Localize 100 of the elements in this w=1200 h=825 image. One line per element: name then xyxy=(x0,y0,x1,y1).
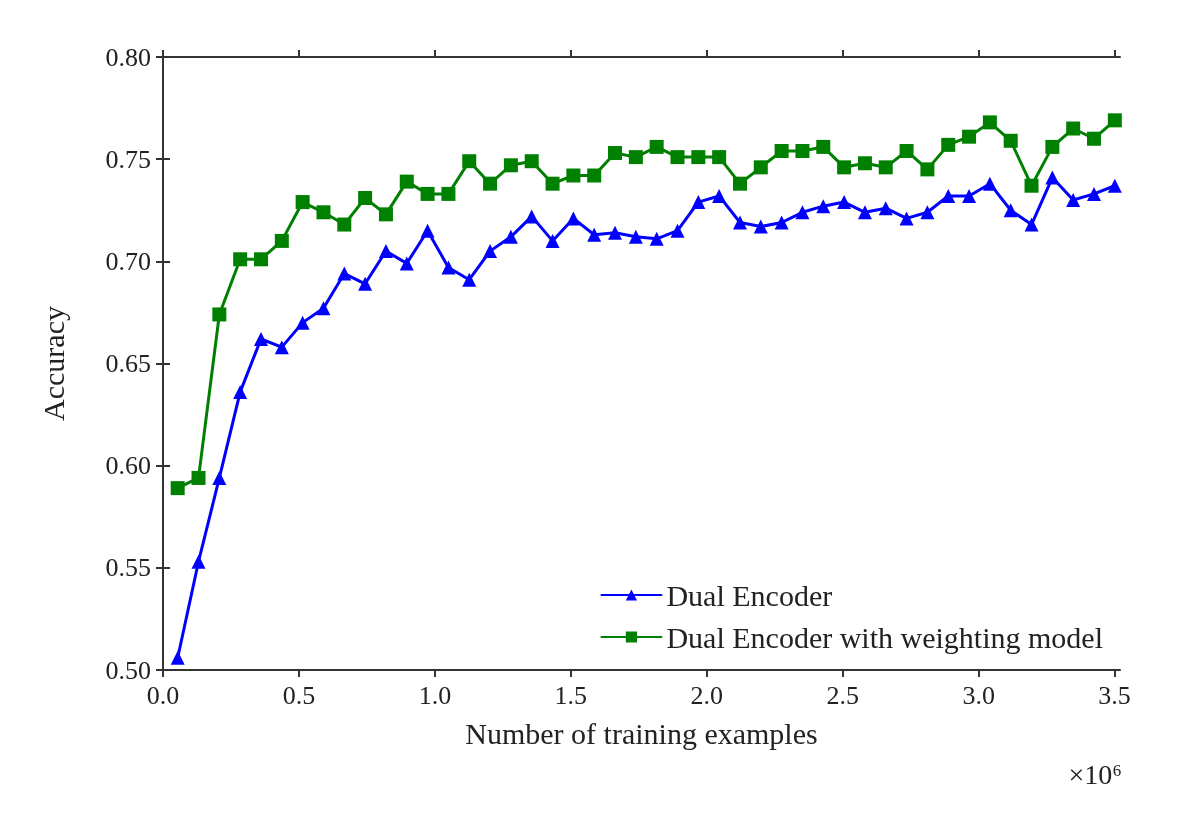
point xyxy=(941,188,956,203)
point xyxy=(399,174,414,189)
point xyxy=(857,205,872,220)
point xyxy=(878,160,893,175)
point xyxy=(691,195,706,210)
point xyxy=(587,227,602,242)
point xyxy=(732,176,747,191)
point xyxy=(753,219,768,234)
point xyxy=(962,188,977,203)
point xyxy=(649,231,664,246)
x-tick-label: 0.5 xyxy=(282,680,316,710)
point xyxy=(857,156,872,171)
point xyxy=(212,307,227,322)
x-tick-label: 1.0 xyxy=(418,680,452,710)
point xyxy=(212,470,227,485)
point xyxy=(691,150,706,165)
point xyxy=(795,205,810,220)
text: ×10⁶ xyxy=(1068,758,1123,790)
point xyxy=(982,115,997,130)
point xyxy=(441,186,456,201)
point xyxy=(191,470,206,485)
point xyxy=(795,143,810,158)
x-tick-label: 3.0 xyxy=(962,680,995,710)
point xyxy=(399,256,414,271)
y-tick-label: 0.70 xyxy=(105,246,151,276)
point xyxy=(274,340,289,355)
point xyxy=(170,481,185,496)
point xyxy=(1087,131,1102,146)
point xyxy=(274,233,289,248)
point xyxy=(1066,193,1081,208)
point xyxy=(774,143,789,158)
point xyxy=(253,252,268,267)
y-tick-label: 0.75 xyxy=(105,144,151,174)
point xyxy=(233,385,248,400)
y-tick-label: 0.80 xyxy=(105,42,151,72)
point xyxy=(378,207,393,222)
point xyxy=(441,260,456,275)
y-tick-label: 0.65 xyxy=(105,349,151,378)
point xyxy=(774,215,789,230)
point xyxy=(1024,178,1039,193)
point xyxy=(712,150,727,165)
point xyxy=(608,146,623,161)
point xyxy=(524,209,539,224)
point xyxy=(462,272,477,287)
point xyxy=(608,225,623,240)
point xyxy=(545,233,560,248)
point xyxy=(420,186,435,201)
point xyxy=(420,223,435,238)
point xyxy=(941,137,956,152)
point xyxy=(358,190,373,205)
point xyxy=(316,205,331,220)
point xyxy=(837,195,852,210)
x-tick-label: 1.5 xyxy=(554,680,588,710)
point xyxy=(920,162,935,177)
point xyxy=(358,276,373,291)
point xyxy=(462,154,477,169)
point xyxy=(962,129,977,144)
point xyxy=(1087,186,1102,201)
x-tick-label: 2.0 xyxy=(690,680,723,710)
x-tick-label: 2.5 xyxy=(826,680,859,710)
point xyxy=(295,315,310,330)
point xyxy=(628,150,643,165)
point xyxy=(712,188,727,203)
point xyxy=(1045,139,1060,154)
legend-label: Dual Encoder xyxy=(666,578,833,612)
point xyxy=(1107,178,1122,193)
point xyxy=(1107,113,1122,128)
point xyxy=(878,201,893,216)
point xyxy=(899,143,914,158)
point xyxy=(816,199,831,214)
y-tick-label: 0.55 xyxy=(105,553,151,583)
point xyxy=(378,244,393,259)
x-axis-title: Number of training examples xyxy=(465,716,818,750)
point xyxy=(316,301,331,316)
point xyxy=(920,205,935,220)
point xyxy=(670,223,685,238)
point xyxy=(503,229,518,244)
point xyxy=(670,150,685,165)
point xyxy=(753,160,768,175)
point xyxy=(170,650,185,665)
point xyxy=(566,168,581,183)
point xyxy=(483,176,498,191)
y-tick-label: 0.60 xyxy=(105,451,151,481)
point xyxy=(1003,203,1018,218)
x-tick-label: 3.5 xyxy=(1098,680,1131,710)
point xyxy=(982,176,997,191)
point xyxy=(628,229,643,244)
point xyxy=(295,195,310,210)
point xyxy=(566,211,581,226)
point xyxy=(587,168,602,183)
point xyxy=(337,217,352,232)
point xyxy=(483,244,498,259)
point xyxy=(524,154,539,169)
point xyxy=(732,215,747,230)
y-axis-title: Accuracy xyxy=(36,306,70,421)
point xyxy=(233,252,248,267)
point xyxy=(1045,170,1060,185)
point xyxy=(837,160,852,175)
point xyxy=(1003,133,1018,148)
point xyxy=(899,211,914,226)
